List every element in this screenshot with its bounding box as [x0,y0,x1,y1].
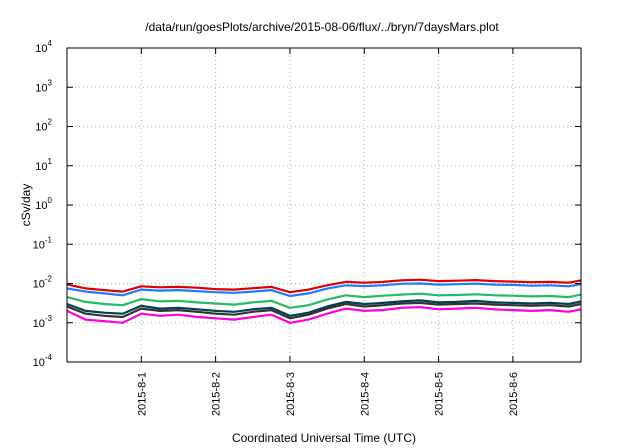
series-lines [66,278,582,324]
x-tick-label: 2015-8-4 [359,372,371,416]
x-tick-label: 2015-8-6 [508,372,520,416]
x-tick-label: 2015-8-1 [136,372,148,416]
y-tick-base: 10 [33,279,45,291]
y-tick-base: 10 [33,239,45,251]
y-tick-exponent: 0 [48,196,53,205]
y-tick-label: 10-3 [33,314,53,330]
chart-title: /data/run/goesPlots/archive/2015-08-06/f… [145,20,499,34]
series-line-2 [66,282,582,298]
y-tick-label: 101 [35,157,52,173]
y-tick-exponent: 4 [48,39,53,48]
y-tick-exponent: 3 [48,78,53,87]
series-line-6 [66,306,582,324]
y-tick-base: 10 [33,357,45,369]
y-tick-exponent: -1 [45,235,53,244]
y-tick-exponent: -4 [45,353,53,362]
series-line-1 [66,278,582,294]
y-tick-exponent: 1 [48,157,53,166]
x-axis-label: Coordinated Universal Time (UTC) [232,431,416,445]
y-tick-exponent: 2 [48,118,53,127]
y-tick-base: 10 [35,43,47,55]
y-tick-label: 103 [35,78,52,94]
y-tick-base: 10 [35,200,47,212]
x-tick-label: 2015-8-2 [211,372,223,416]
y-axis-label: cSv/day [19,184,33,227]
y-tick-base: 10 [35,161,47,173]
x-tick-label: 2015-8-3 [285,372,297,416]
y-tick-base: 10 [33,318,45,330]
y-tick-label: 10-2 [33,275,53,291]
y-tick-exponent: -3 [45,314,53,323]
y-tick-label: 104 [35,39,52,55]
y-tick-exponent: -2 [45,275,53,284]
y-tick-label: 10-1 [33,235,53,251]
series-line-5 [66,301,582,320]
grid-lines [67,48,581,362]
x-tick-label: 2015-8-5 [434,372,446,416]
y-tick-base: 10 [35,122,47,134]
y-tick-base: 10 [35,82,47,94]
y-tick-label: 102 [35,118,52,134]
series-line-3 [66,292,582,309]
y-tick-label: 10-4 [33,353,53,369]
y-tick-label: 100 [35,196,52,212]
x-axis-ticks: 2015-8-1 2015-8-2 2015-8-3 2015-8-4 2015-8-5… [136,48,520,416]
series-line-4 [66,299,582,317]
